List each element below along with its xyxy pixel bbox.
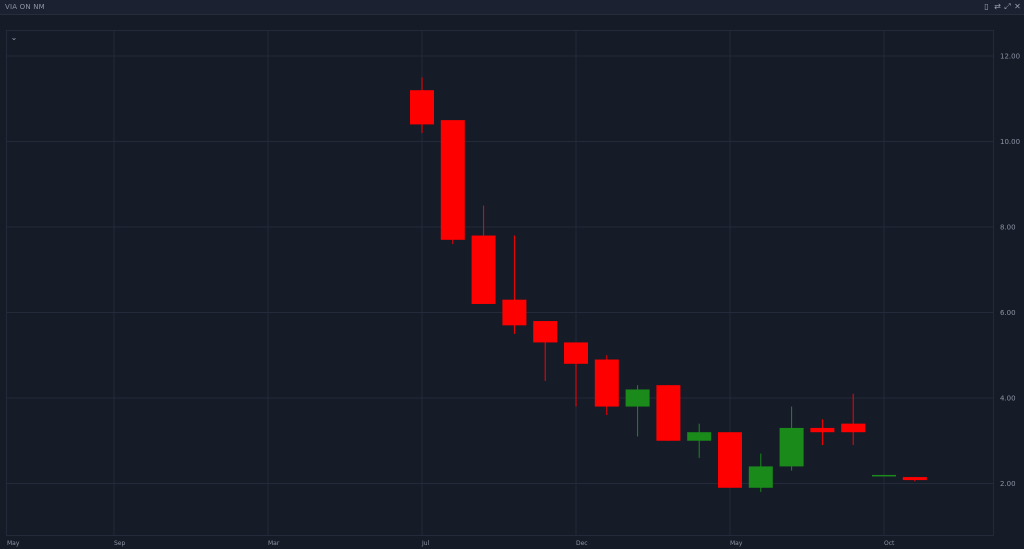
candle-body [533,321,558,343]
window-title: VIA ON NM [5,3,45,11]
candle-body [872,474,896,477]
candle-body [841,423,866,433]
y-tick-label: 12.00 [1000,53,1020,61]
candle-body [502,299,527,326]
x-tick-label: Jul [421,540,430,547]
candle-body [656,385,681,441]
candle-body [779,427,804,467]
candle-body [718,432,742,488]
candle-body [471,235,496,304]
x-tick-label: Sep [114,540,126,547]
y-tick-label: 6.00 [1000,309,1016,317]
x-tick-label: Oct [884,540,895,547]
x-tick-label: Dec [576,540,588,547]
candle-body [440,120,465,240]
candle-body [410,90,434,125]
close-icon[interactable]: ✕ [1014,2,1021,11]
settings-icon[interactable]: ⇄ [994,2,1001,11]
y-tick-label: 4.00 [1000,395,1016,403]
bookmark-icon[interactable]: ▯ [984,2,989,11]
chevron-down-icon[interactable]: ⌄ [10,33,18,42]
candle-body [902,477,927,481]
candle-body [625,389,650,407]
window-title-bar: VIA ON NM ▯ ⇄ ⤢ ✕ [0,0,1024,15]
candle-body [687,432,712,441]
candle-body [810,427,835,433]
candle-body [564,342,588,364]
y-tick-label: 10.00 [1000,138,1020,146]
y-tick-label: 8.00 [1000,224,1016,232]
expand-icon[interactable]: ⤢ [1004,2,1011,11]
plot-area[interactable] [6,30,994,536]
candle-body [594,359,619,407]
candle-body [748,466,773,488]
x-tick-label: Mar [268,540,280,547]
y-tick-label: 2.00 [1000,480,1016,488]
x-tick-label: May [7,540,20,547]
x-tick-label: May [730,540,743,547]
